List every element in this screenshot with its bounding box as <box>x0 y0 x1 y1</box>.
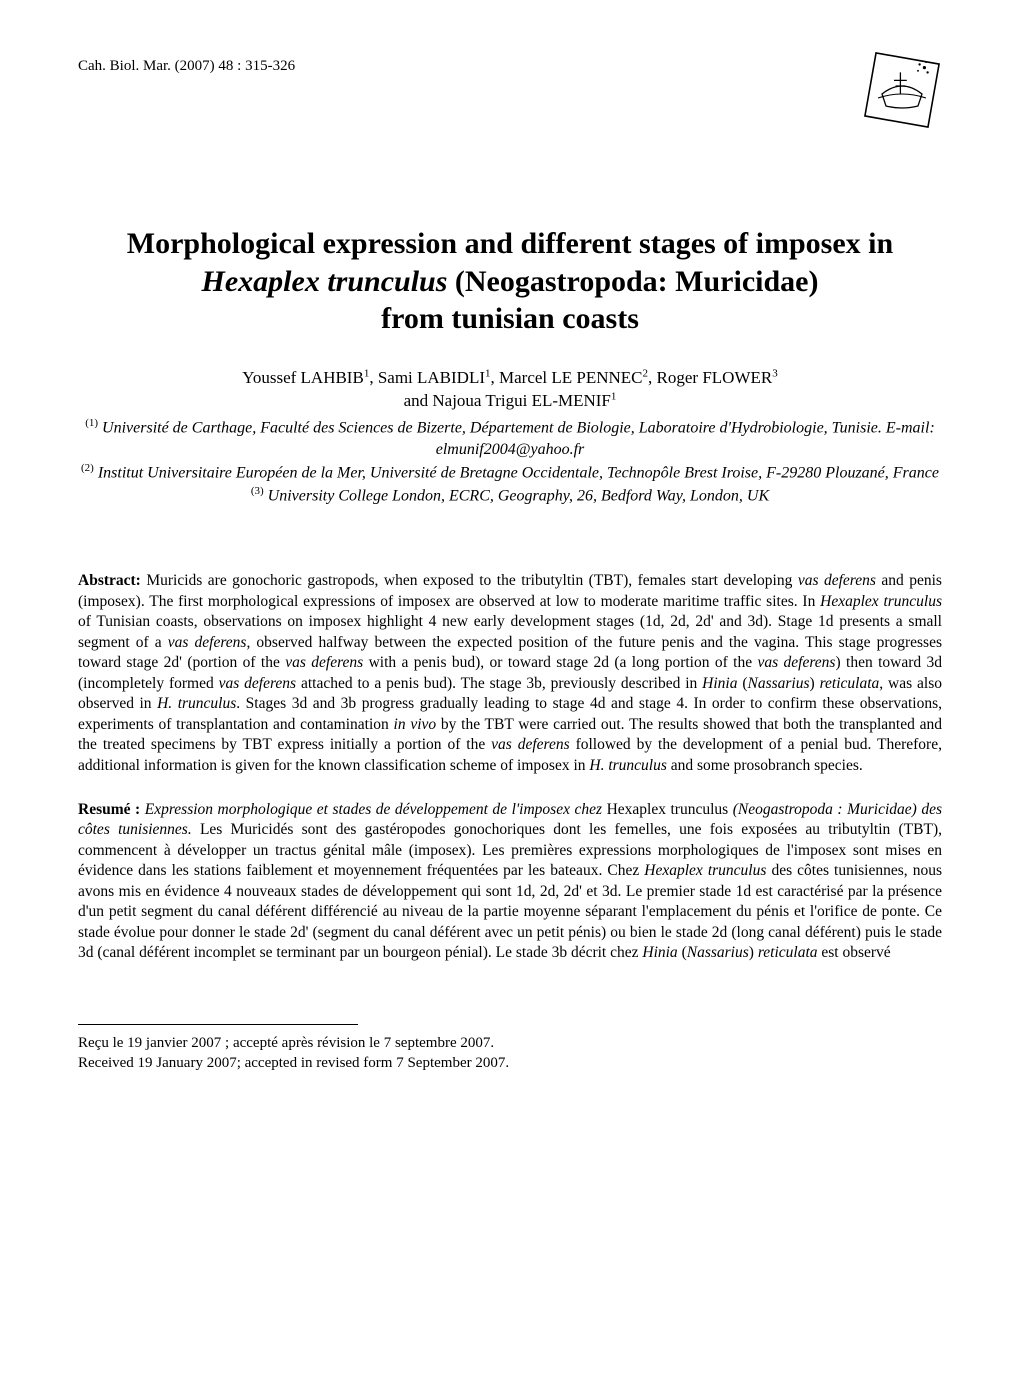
resume-italic: reticulata <box>758 944 818 961</box>
aff-2-text: Institut Universitaire Européen de la Me… <box>94 464 939 481</box>
author-5-pre: and Najoua Trigui EL-MENIF <box>404 391 611 410</box>
abstract-italic: vas deferens <box>798 572 876 589</box>
resume-title: Expression morphologique et stades de dé… <box>145 801 607 818</box>
abstract-italic: Hexaplex trunculus <box>820 593 942 610</box>
affiliations: (1) Université de Carthage, Faculté des … <box>78 416 942 506</box>
title-species: Hexaplex trunculus <box>202 265 448 298</box>
journal-reference: Cah. Biol. Mar. (2007) 48 : 315-326 <box>78 58 295 75</box>
title-line-3: from tunisian coasts <box>381 302 639 335</box>
abstract-label: Abstract: <box>78 572 146 589</box>
abstract-italic: Nassarius <box>748 675 810 692</box>
title-line-1: Morphological expression and different s… <box>127 227 893 260</box>
resume-text: ) <box>749 944 758 961</box>
author-sep-2: , Marcel LE PENNEC <box>491 368 643 387</box>
abstract-text: and some prosobranch species. <box>667 757 863 774</box>
abstract-italic: H. trunculus <box>589 757 667 774</box>
author-1: Youssef LAHBIB <box>242 368 364 387</box>
abstract-italic: vas deferens <box>757 654 835 671</box>
affiliation-2: (2) Institut Universitaire Européen de l… <box>78 461 942 484</box>
submission-dates: Reçu le 19 janvier 2007 ; accepté après … <box>78 1033 942 1074</box>
resume-italic: Hexaplex trunculus <box>644 862 766 879</box>
aff-2-sup: (2) <box>81 462 94 474</box>
abstract-text: Muricids are gonochoric gastropods, when… <box>146 572 798 589</box>
author-5-sup: 1 <box>611 391 617 403</box>
resume-text: est observé <box>818 944 891 961</box>
abstract-italic: reticulata <box>820 675 880 692</box>
title-parenthetical: (Neogastropoda: Muricidae) <box>447 265 818 298</box>
received-fr: Reçu le 19 janvier 2007 ; accepté après … <box>78 1033 942 1053</box>
abstract-italic: in vivo <box>394 716 437 733</box>
affiliation-3: (3) University College London, ECRC, Geo… <box>78 484 942 507</box>
authors-block: Youssef LAHBIB1, Sami LABIDLI1, Marcel L… <box>78 366 942 414</box>
resume: Resumé : Expression morphologique et sta… <box>78 800 942 964</box>
author-sep-3: , Roger FLOWER <box>648 368 772 387</box>
abstract-italic: vas deferens <box>491 736 570 753</box>
aff-3-text: University College London, ECRC, Geograp… <box>264 487 769 504</box>
abstract-text: with a penis bud), or toward stage 2d (a… <box>363 654 757 671</box>
aff-1-sup: (1) <box>85 417 98 429</box>
resume-italic: Hinia <box>642 944 677 961</box>
abstract-italic: Hinia <box>702 675 737 692</box>
footer-divider <box>78 1024 358 1025</box>
abstract-text: ( <box>737 675 747 692</box>
resume-italic: Nassarius <box>687 944 749 961</box>
abstract-text: attached to a penis bud). The stage 3b, … <box>296 675 702 692</box>
resume-label: Resumé : <box>78 801 145 818</box>
received-en: Received 19 January 2007; accepted in re… <box>78 1053 942 1073</box>
article-title: Morphological expression and different s… <box>78 225 942 338</box>
resume-text: ( <box>678 944 687 961</box>
abstract-italic: H. trunculus <box>157 695 236 712</box>
author-4-sup: 3 <box>772 367 778 379</box>
author-sep-1: , Sami LABIDLI <box>369 368 485 387</box>
abstract-italic: vas deferens <box>285 654 363 671</box>
resume-title-species: Hexaplex trunculus <box>607 801 729 818</box>
abstract-italic: vas deferens <box>168 634 247 651</box>
abstract-italic: vas deferens <box>219 675 296 692</box>
abstract: Abstract: Muricids are gonochoric gastro… <box>78 571 942 776</box>
aff-1-text: Université de Carthage, Faculté des Scie… <box>98 419 935 458</box>
aff-3-sup: (3) <box>251 485 264 497</box>
affiliation-1: (1) Université de Carthage, Faculté des … <box>78 416 942 461</box>
journal-logo-icon <box>862 50 942 130</box>
header-row: Cah. Biol. Mar. (2007) 48 : 315-326 <box>78 50 942 130</box>
abstract-text: ) <box>810 675 820 692</box>
